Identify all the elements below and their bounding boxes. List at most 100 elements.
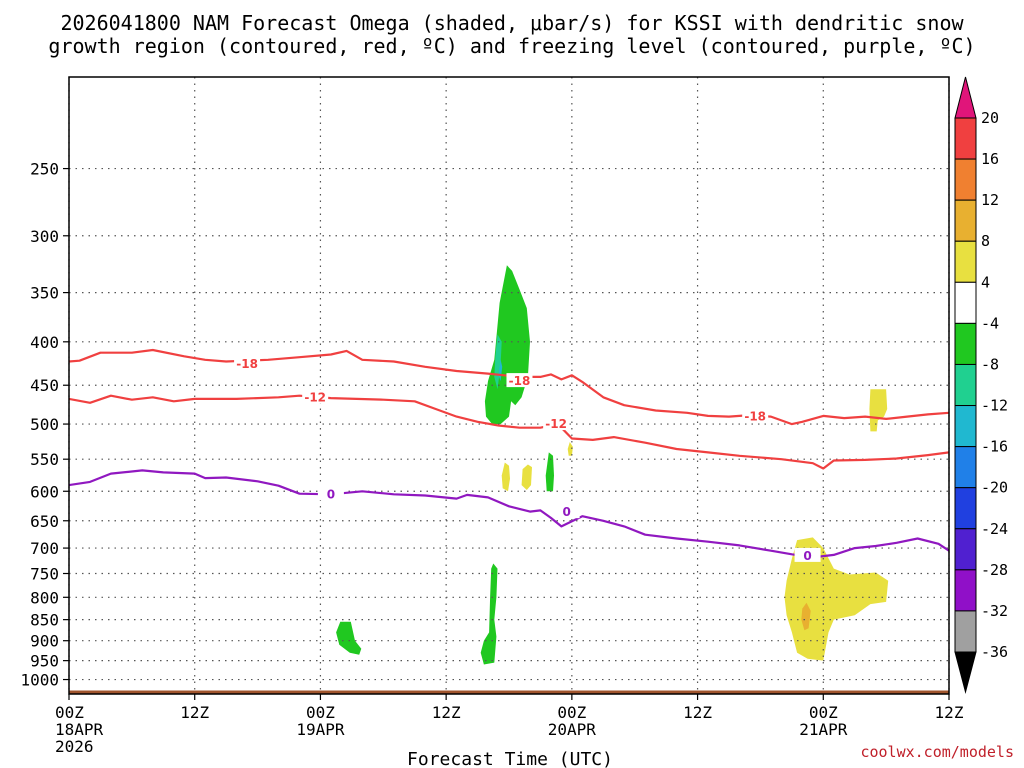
y-tick-label: 700 xyxy=(30,539,59,558)
y-tick-label: 900 xyxy=(30,632,59,651)
x-tick-label: 19APR xyxy=(296,720,345,739)
omega-shaded-region-0 xyxy=(484,265,530,425)
colorbar-label: -8 xyxy=(981,355,999,373)
terrain-layer xyxy=(69,690,949,694)
omega-shaded-region-6 xyxy=(567,442,573,456)
y-tick-label: 1000 xyxy=(20,671,59,690)
colorbar-swatch xyxy=(954,528,977,571)
contour-label: -18 xyxy=(744,410,766,424)
colorbar-label: -28 xyxy=(981,561,1008,579)
contour-label-bg xyxy=(302,389,329,404)
contour-label-bg xyxy=(506,373,533,388)
colorbar: 20 16 12 8 4 -4 -8 -12 -16 -20 -24 -28 -32 -36 xyxy=(954,76,1008,694)
omega-shaded-region-7 xyxy=(336,621,362,655)
x-tick-label: 21APR xyxy=(799,720,848,739)
x-tick-label: 18APR xyxy=(55,720,104,739)
y-tick-label: 950 xyxy=(30,652,59,671)
colorbar-top-arrow xyxy=(954,76,977,119)
x-tick-label: 00Z xyxy=(55,703,84,722)
pressure-axis: 250 300 350 400 450 500 550 600 650 700 750 800 850 9… xyxy=(20,160,69,690)
colorbar-label: -12 xyxy=(981,397,1008,415)
y-tick-label: 750 xyxy=(30,565,59,584)
colorbar-swatch xyxy=(954,487,977,530)
omega-shaded-region-3 xyxy=(521,464,532,490)
colorbar-swatch xyxy=(954,446,977,489)
y-tick-label: 850 xyxy=(30,611,59,630)
colorbar-swatch xyxy=(954,363,977,407)
contour-label-bg xyxy=(543,416,570,431)
contour-label: -12 xyxy=(545,417,567,431)
contour-label: 0 xyxy=(562,505,570,519)
y-tick-label: 250 xyxy=(30,160,59,179)
colorbar-label: 8 xyxy=(981,232,990,250)
colorbar-swatch xyxy=(954,610,977,653)
contour-label: -18 xyxy=(236,357,258,371)
x-tick-label: 12Z xyxy=(180,703,209,722)
x-tick-label: 12Z xyxy=(683,703,712,722)
contour-label: -18 xyxy=(509,374,531,388)
colorbar-label: 16 xyxy=(981,150,999,168)
omega-shaded-region-11 xyxy=(869,389,888,432)
x-tick-label: 12Z xyxy=(935,703,964,722)
colorbar-swatch xyxy=(954,405,977,448)
y-tick-label: 600 xyxy=(30,482,59,501)
colorbar-label: 20 xyxy=(981,109,999,127)
y-tick-label: 300 xyxy=(30,227,59,246)
y-tick-label: 450 xyxy=(30,376,59,395)
contour-label-bg xyxy=(317,486,344,501)
colorbar-swatch xyxy=(954,240,977,283)
y-tick-label: 650 xyxy=(30,512,59,531)
colorbar-label: -20 xyxy=(981,479,1008,497)
y-tick-label: 500 xyxy=(30,415,59,434)
y-tick-label: 800 xyxy=(30,588,59,607)
colorbar-swatch xyxy=(954,158,977,201)
x-tick-label: 20APR xyxy=(548,720,597,739)
x-tick-label: 00Z xyxy=(809,703,838,722)
colorbar-label: -4 xyxy=(981,314,999,332)
colorbar-label: 4 xyxy=(981,273,990,291)
y-tick-label: 550 xyxy=(30,450,59,469)
omega-shaded-region-5 xyxy=(501,462,510,492)
x-tick-label: 12Z xyxy=(432,703,461,722)
contour-label-bg xyxy=(234,356,261,371)
contour-label: -12 xyxy=(304,390,326,404)
contour-label-bg xyxy=(553,504,580,519)
contour-label: 0 xyxy=(327,487,335,501)
contour-line--18 xyxy=(69,348,949,426)
colorbar-swatch xyxy=(954,322,977,365)
omega-shading-layer xyxy=(336,265,889,665)
contour-label-bg xyxy=(794,547,821,562)
contour-line--12 xyxy=(69,394,949,470)
credit-text: coolwx.com/models xyxy=(860,743,1014,761)
chart-title-line-2: growth region (contoured, red, ºC) and f… xyxy=(48,34,975,58)
omega-shaded-region-1 xyxy=(494,334,502,390)
omega-shaded-region-4 xyxy=(545,452,554,492)
x-tick-label: 00Z xyxy=(306,703,335,722)
y-tick-label: 400 xyxy=(30,333,59,352)
colorbar-swatch xyxy=(954,281,977,324)
colorbar-bottom-arrow xyxy=(954,651,977,694)
colorbar-swatch xyxy=(954,199,977,242)
contour-label-bg xyxy=(742,408,769,423)
omega-shaded-region-9 xyxy=(784,537,889,661)
y-tick-label: 350 xyxy=(30,284,59,303)
colorbar-swatch xyxy=(954,569,977,612)
terrain-band xyxy=(69,690,949,694)
contour-layer: -18 -18 -18 -12 -12 0 0 0 xyxy=(69,348,949,563)
omega-shaded-region-10 xyxy=(801,602,811,631)
contour-label: 0 xyxy=(803,549,811,563)
chart-title-line-1: 2026041800 NAM Forecast Omega (shaded, μ… xyxy=(60,11,964,35)
colorbar-label: -36 xyxy=(981,643,1008,661)
x-tick-label: 2026 xyxy=(55,737,94,756)
colorbar-swatch xyxy=(954,117,977,160)
x-tick-label: 00Z xyxy=(557,703,586,722)
omega-shaded-region-8 xyxy=(480,563,498,665)
colorbar-label: -16 xyxy=(981,438,1008,456)
contour-line-0 xyxy=(69,469,949,559)
colorbar-label: 12 xyxy=(981,191,999,209)
x-axis-title: Forecast Time (UTC) xyxy=(407,749,613,768)
colorbar-label: -32 xyxy=(981,602,1008,620)
colorbar-label: -24 xyxy=(981,520,1008,538)
